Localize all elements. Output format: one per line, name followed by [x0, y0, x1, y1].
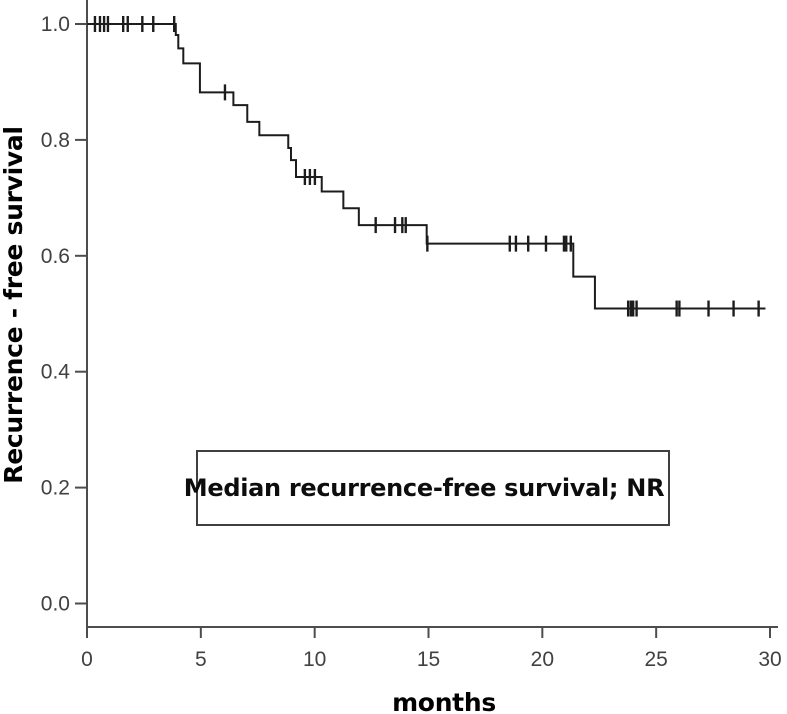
survival-curve: [87, 23, 766, 310]
x-tick-label: 20: [531, 648, 554, 671]
median-survival-annotation-text: Median recurrence-free survival; NR: [183, 474, 665, 502]
y-tick-label: 0.0: [41, 593, 70, 616]
x-tick-label: 5: [195, 648, 207, 671]
median-survival-annotation-box: Median recurrence-free survival; NR: [184, 450, 670, 526]
y-tick-label: 0.8: [41, 129, 70, 152]
y-tick-label: 0.4: [41, 361, 71, 384]
x-tick-label: 30: [758, 648, 781, 671]
x-tick-label: 25: [644, 648, 667, 671]
y-tick-label: 1.0: [41, 13, 70, 36]
x-tick-label: 0: [81, 648, 93, 671]
x-tick-label: 10: [303, 648, 326, 671]
y-tick-label: 0.2: [41, 477, 70, 500]
x-tick-label: 15: [417, 648, 440, 671]
y-tick-label: 0.6: [41, 245, 70, 268]
x-axis-label: months: [392, 688, 496, 714]
y-axis-label: Recurrence - free survival: [0, 126, 28, 484]
